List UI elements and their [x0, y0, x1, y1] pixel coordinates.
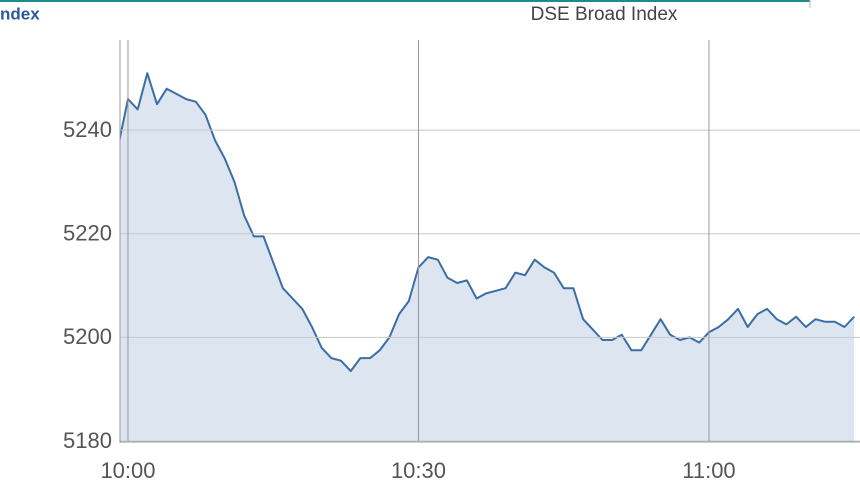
- x-tick-label: 11:00: [682, 458, 735, 483]
- x-tick-label: 10:00: [100, 458, 155, 483]
- y-tick-label: 5240: [63, 117, 112, 142]
- line: [120, 72, 855, 373]
- y-tick-label: 5220: [63, 221, 112, 246]
- x-tick-label: 10:30: [391, 458, 446, 483]
- y-tick-label: 5180: [63, 428, 112, 453]
- area-fill: [120, 73, 855, 441]
- plot: [120, 72, 855, 441]
- header-label: ndex: [0, 4, 40, 23]
- chart-title: DSE Broad Index: [531, 4, 678, 25]
- y-tick-label: 5200: [63, 324, 112, 349]
